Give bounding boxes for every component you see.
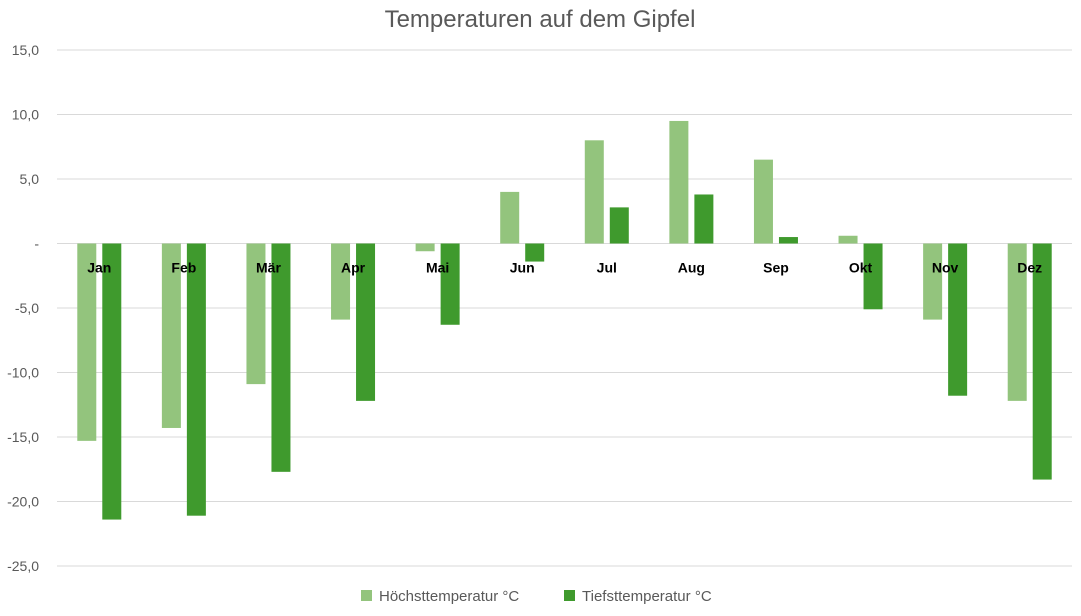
y-tick-label: -10,0: [7, 365, 39, 381]
x-category-label: Mai: [426, 260, 449, 276]
bar-tiefst-2: [271, 243, 291, 472]
y-tick-label: 15,0: [12, 42, 39, 58]
y-tick-label: 10,0: [12, 107, 39, 123]
bar-tiefst-10: [948, 243, 968, 396]
bar-tiefst-4: [440, 243, 460, 325]
x-category-label: Dez: [1017, 260, 1042, 276]
bar-tiefst-1: [186, 243, 206, 516]
category-labels: Jan Feb Mär Apr Mai Jun Jul Aug Sep Okt Nov Dez: [87, 260, 1042, 276]
bar-hoechst-6: [584, 140, 604, 244]
bar-tiefst-8: [778, 237, 798, 244]
bar-tiefst-9: [863, 243, 883, 310]
x-category-label: Okt: [849, 260, 873, 276]
x-category-label: Sep: [763, 260, 789, 276]
y-axis-tick-labels: 15,0 10,0 5,0 - -5,0 -10,0 -15,0 -20,0 -25,0: [7, 42, 39, 574]
x-category-label: Jun: [510, 260, 535, 276]
bar-hoechst-2: [246, 243, 266, 385]
bar-hoechst-9: [838, 235, 858, 244]
bar-tiefst-11: [1032, 243, 1052, 480]
bar-hoechst-3: [331, 243, 351, 320]
chart-title: Temperaturen auf dem Gipfel: [385, 6, 696, 33]
y-tick-label: -: [34, 236, 39, 252]
legend-label: Höchsttemperatur °C: [379, 588, 519, 605]
bar-tiefst-7: [694, 194, 714, 244]
legend-swatch: [564, 590, 575, 601]
bar-tiefst-0: [102, 243, 122, 520]
bar-tiefst-6: [609, 207, 629, 244]
bar-hoechst-1: [161, 243, 181, 428]
bar-hoechst-7: [669, 120, 689, 244]
y-tick-label: -5,0: [15, 300, 39, 316]
x-category-label: Jul: [597, 260, 617, 276]
bars: [77, 120, 1052, 520]
x-category-label: Nov: [932, 260, 959, 276]
y-tick-label: 5,0: [20, 171, 40, 187]
bar-hoechst-5: [500, 191, 520, 244]
y-tick-label: -25,0: [7, 558, 39, 574]
bar-hoechst-0: [77, 243, 97, 441]
bar-hoechst-4: [415, 243, 435, 252]
legend-swatch: [361, 590, 372, 601]
x-category-label: Apr: [341, 260, 366, 276]
gridlines: [57, 49, 1072, 567]
x-category-label: Feb: [171, 260, 196, 276]
legend-label: Tiefsttemperatur °C: [582, 588, 712, 605]
y-tick-label: -20,0: [7, 494, 39, 510]
bar-tiefst-5: [525, 243, 545, 262]
bar-hoechst-10: [923, 243, 943, 320]
x-category-label: Mär: [256, 260, 281, 276]
bar-hoechst-8: [753, 159, 773, 244]
legend: Höchsttemperatur °C Tiefsttemperatur °C: [361, 588, 712, 605]
bar-tiefst-3: [356, 243, 376, 401]
y-tick-label: -15,0: [7, 429, 39, 445]
x-category-label: Aug: [678, 260, 705, 276]
x-category-label: Jan: [87, 260, 111, 276]
bar-hoechst-11: [1007, 243, 1027, 401]
